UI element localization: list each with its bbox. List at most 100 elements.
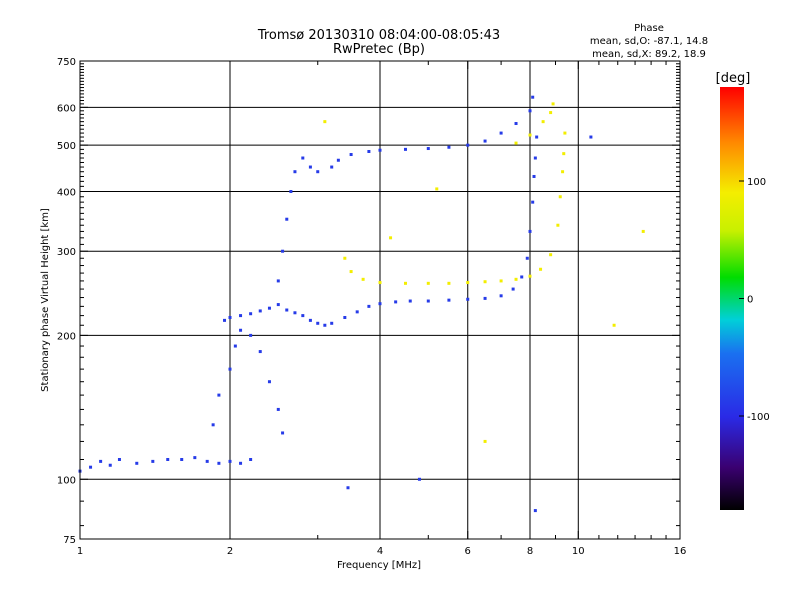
x-mode-point bbox=[641, 229, 645, 233]
o-mode-point bbox=[239, 461, 243, 465]
o-mode-point bbox=[258, 350, 262, 354]
o-mode-point bbox=[349, 153, 353, 157]
colorbar-tick-label: 100 bbox=[747, 177, 766, 188]
x-mode-point bbox=[549, 253, 553, 257]
o-mode-point bbox=[308, 165, 312, 169]
y-axis-label: Stationary phase Virtual Height [km] bbox=[40, 208, 51, 392]
o-mode-point bbox=[281, 249, 285, 253]
x-tick-label: 4 bbox=[377, 546, 383, 557]
o-mode-point bbox=[117, 457, 121, 461]
o-mode-point bbox=[316, 321, 320, 325]
o-mode-point bbox=[249, 312, 253, 316]
x-mode-point bbox=[483, 280, 487, 284]
o-mode-point bbox=[276, 303, 280, 307]
colorbar-ticks: 100 0 -100 bbox=[739, 177, 770, 423]
y-tick-label: 300 bbox=[57, 247, 76, 258]
o-mode-point bbox=[135, 461, 139, 465]
o-mode-point bbox=[531, 200, 535, 204]
o-mode-point bbox=[394, 300, 398, 304]
y-tick-label: 200 bbox=[57, 331, 76, 342]
o-mode-point bbox=[343, 315, 347, 319]
x-mode-point bbox=[466, 281, 470, 285]
x-mode-point bbox=[612, 323, 616, 327]
y-axis-ticks: 75 100 200 300 400 500 600 750 bbox=[57, 57, 680, 546]
o-mode-point bbox=[301, 314, 305, 318]
o-mode-point bbox=[166, 457, 170, 461]
colorbar-tick-label: 0 bbox=[747, 295, 753, 306]
x-mode-point bbox=[562, 152, 566, 156]
data-points bbox=[78, 95, 645, 513]
o-mode-point bbox=[426, 147, 430, 151]
o-mode-point bbox=[466, 297, 470, 301]
y-tick-label: 75 bbox=[63, 535, 76, 546]
x-mode-point bbox=[514, 277, 518, 281]
y-tick-label: 500 bbox=[57, 141, 76, 152]
x-mode-point bbox=[403, 281, 407, 285]
o-mode-point bbox=[276, 279, 280, 283]
colorbar-label: [deg] bbox=[716, 71, 751, 86]
o-mode-point bbox=[193, 456, 197, 460]
x-mode-point bbox=[549, 111, 553, 115]
x-mode-point bbox=[528, 133, 532, 137]
o-mode-point bbox=[281, 431, 285, 435]
o-mode-point bbox=[267, 380, 271, 384]
o-mode-point bbox=[511, 287, 515, 291]
x-mode-point bbox=[514, 141, 518, 145]
o-mode-point bbox=[228, 367, 232, 371]
x-mode-point bbox=[343, 256, 347, 260]
x-tick-label: 1 bbox=[77, 546, 83, 557]
o-mode-point bbox=[520, 275, 524, 279]
y-tick-label: 600 bbox=[57, 103, 76, 114]
phase-stats-o-mode: mean, sd,O: -87.1, 14.8 bbox=[590, 36, 708, 47]
o-mode-point bbox=[408, 299, 412, 303]
o-mode-point bbox=[378, 302, 382, 306]
x-mode-point bbox=[378, 281, 382, 285]
phase-stats-x-mode: mean, sd,X: 89.2, 18.9 bbox=[592, 49, 706, 60]
o-mode-point bbox=[532, 174, 536, 178]
x-mode-point bbox=[528, 274, 532, 278]
o-mode-point bbox=[293, 311, 297, 315]
x-axis-label: Frequency [MHz] bbox=[337, 560, 421, 571]
o-mode-point bbox=[466, 143, 470, 147]
y-tick-label: 100 bbox=[57, 475, 76, 486]
o-mode-point bbox=[403, 147, 407, 151]
x-axis-ticks: 1 2 4 6 8 10 16 bbox=[77, 61, 687, 557]
o-mode-point bbox=[355, 310, 359, 314]
x-mode-point bbox=[551, 102, 555, 106]
x-mode-point bbox=[539, 267, 543, 271]
x-mode-point bbox=[435, 187, 439, 191]
o-mode-point bbox=[367, 149, 371, 153]
x-tick-label: 8 bbox=[527, 546, 533, 557]
o-mode-point bbox=[89, 465, 93, 469]
o-mode-point bbox=[249, 333, 253, 337]
o-mode-point bbox=[535, 135, 539, 139]
o-mode-point bbox=[417, 477, 421, 481]
o-mode-point bbox=[528, 109, 532, 113]
y-tick-label: 400 bbox=[57, 187, 76, 198]
x-tick-label: 16 bbox=[674, 546, 687, 557]
o-mode-point bbox=[483, 296, 487, 300]
x-mode-point bbox=[499, 279, 503, 283]
o-mode-point bbox=[533, 509, 537, 513]
x-mode-point bbox=[389, 236, 393, 240]
x-mode-point bbox=[558, 195, 562, 199]
o-mode-point bbox=[323, 323, 327, 327]
x-mode-point bbox=[447, 281, 451, 285]
o-mode-point bbox=[531, 95, 535, 99]
phase-stats-title: Phase bbox=[634, 23, 664, 34]
o-mode-point bbox=[525, 256, 529, 260]
o-mode-point bbox=[249, 457, 253, 461]
o-mode-point bbox=[589, 135, 593, 139]
x-mode-point bbox=[561, 170, 565, 174]
y-tick-label: 750 bbox=[57, 57, 76, 68]
o-mode-point bbox=[499, 131, 503, 135]
o-mode-point bbox=[99, 459, 103, 463]
o-mode-point bbox=[316, 170, 320, 174]
o-mode-point bbox=[228, 315, 232, 319]
o-mode-point bbox=[346, 486, 350, 490]
o-mode-point bbox=[108, 463, 112, 467]
o-mode-point bbox=[276, 407, 280, 411]
o-mode-point bbox=[217, 461, 221, 465]
o-mode-point bbox=[228, 459, 232, 463]
x-mode-point bbox=[426, 281, 430, 285]
